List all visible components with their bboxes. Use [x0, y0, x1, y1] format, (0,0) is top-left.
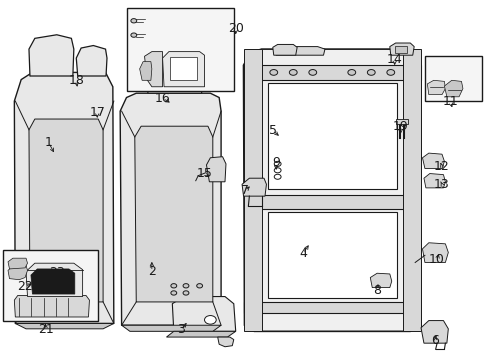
- Bar: [170, 57, 197, 80]
- Polygon shape: [244, 195, 419, 209]
- Text: 12: 12: [433, 160, 449, 173]
- Bar: [127, 8, 233, 91]
- Polygon shape: [8, 258, 27, 269]
- Polygon shape: [172, 297, 235, 331]
- Text: 17: 17: [89, 106, 105, 119]
- Polygon shape: [31, 269, 75, 294]
- Polygon shape: [243, 65, 420, 80]
- Polygon shape: [272, 44, 297, 55]
- Polygon shape: [122, 325, 221, 331]
- Text: 23: 23: [49, 266, 64, 279]
- Polygon shape: [274, 46, 325, 55]
- Polygon shape: [166, 331, 235, 337]
- Text: 6: 6: [430, 334, 438, 347]
- Text: 16: 16: [154, 92, 170, 105]
- Bar: [395, 119, 407, 125]
- Circle shape: [183, 291, 188, 295]
- Polygon shape: [444, 80, 462, 97]
- Polygon shape: [162, 51, 204, 87]
- Bar: [267, 83, 396, 189]
- Circle shape: [274, 161, 281, 166]
- Circle shape: [131, 19, 137, 23]
- Polygon shape: [14, 72, 114, 323]
- Circle shape: [269, 69, 277, 75]
- Text: 19: 19: [392, 121, 407, 134]
- Bar: [3, 249, 98, 320]
- Circle shape: [196, 284, 202, 288]
- Polygon shape: [427, 80, 445, 95]
- Text: 7: 7: [241, 184, 249, 197]
- Polygon shape: [420, 320, 447, 343]
- Polygon shape: [14, 296, 89, 317]
- Text: 10: 10: [428, 253, 444, 266]
- Polygon shape: [243, 49, 261, 331]
- Polygon shape: [206, 157, 225, 182]
- Polygon shape: [76, 45, 107, 76]
- Polygon shape: [402, 49, 420, 331]
- Polygon shape: [423, 174, 445, 188]
- Text: 15: 15: [196, 167, 212, 180]
- Bar: [394, 46, 406, 53]
- Circle shape: [274, 174, 281, 179]
- Polygon shape: [369, 273, 391, 288]
- Text: 1: 1: [44, 136, 52, 149]
- Polygon shape: [15, 323, 114, 329]
- Polygon shape: [26, 263, 82, 297]
- Circle shape: [274, 168, 281, 173]
- Text: 14: 14: [386, 53, 402, 66]
- Text: 2: 2: [147, 265, 156, 278]
- Polygon shape: [29, 119, 103, 302]
- Circle shape: [170, 291, 176, 295]
- Circle shape: [204, 316, 216, 324]
- Text: 11: 11: [442, 95, 457, 108]
- Circle shape: [347, 69, 355, 75]
- Text: 8: 8: [372, 284, 380, 297]
- Polygon shape: [144, 51, 162, 87]
- Text: 9: 9: [272, 156, 280, 169]
- Circle shape: [170, 284, 176, 288]
- Polygon shape: [146, 56, 203, 93]
- Text: 22: 22: [17, 280, 33, 293]
- Polygon shape: [389, 43, 413, 55]
- Circle shape: [366, 69, 374, 75]
- Polygon shape: [140, 62, 152, 80]
- Polygon shape: [422, 243, 447, 262]
- Polygon shape: [243, 49, 420, 331]
- Polygon shape: [244, 302, 419, 313]
- Bar: [424, 56, 482, 101]
- Text: 21: 21: [38, 323, 53, 336]
- Text: 13: 13: [433, 178, 449, 191]
- Text: 3: 3: [177, 323, 184, 336]
- Text: 4: 4: [299, 247, 306, 260]
- Polygon shape: [217, 337, 233, 347]
- Circle shape: [131, 33, 137, 37]
- Circle shape: [308, 69, 316, 75]
- Polygon shape: [242, 178, 266, 196]
- Text: 18: 18: [68, 74, 84, 87]
- Circle shape: [183, 284, 188, 288]
- Polygon shape: [29, 35, 74, 76]
- Polygon shape: [120, 93, 221, 325]
- Circle shape: [386, 69, 394, 75]
- Polygon shape: [422, 153, 444, 168]
- Text: 5: 5: [268, 124, 276, 137]
- Polygon shape: [8, 265, 27, 280]
- Bar: [267, 212, 396, 298]
- Polygon shape: [135, 126, 212, 302]
- Circle shape: [289, 69, 297, 75]
- Text: 20: 20: [227, 22, 243, 35]
